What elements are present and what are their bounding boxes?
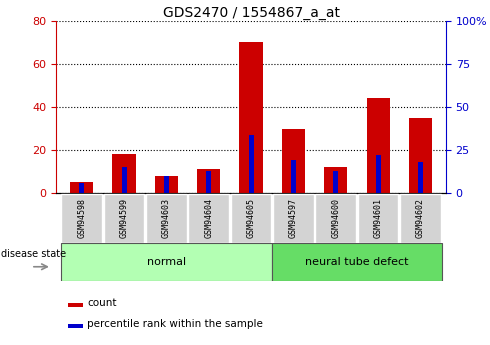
Bar [418,162,423,193]
Bar [68,303,83,307]
FancyBboxPatch shape [231,194,271,243]
Bar [324,167,347,193]
FancyBboxPatch shape [104,194,145,243]
FancyBboxPatch shape [189,194,229,243]
Bar [409,118,432,193]
Text: count: count [87,298,117,308]
FancyBboxPatch shape [273,194,314,243]
Bar [70,183,94,193]
Bar [206,171,211,193]
Text: GSM94603: GSM94603 [162,198,171,238]
FancyBboxPatch shape [400,194,441,243]
Text: normal: normal [147,257,186,267]
FancyBboxPatch shape [316,194,356,243]
Bar [155,176,178,193]
Text: disease state: disease state [1,249,66,259]
Bar [333,171,339,193]
Bar [112,155,136,193]
Bar [122,167,126,193]
FancyBboxPatch shape [146,194,187,243]
Text: GSM94598: GSM94598 [77,198,86,238]
FancyBboxPatch shape [358,194,398,243]
Bar [164,176,169,193]
Bar [367,98,390,193]
Title: GDS2470 / 1554867_a_at: GDS2470 / 1554867_a_at [163,6,340,20]
Bar [291,160,296,193]
Text: percentile rank within the sample: percentile rank within the sample [87,319,263,329]
Text: GSM94600: GSM94600 [331,198,341,238]
FancyBboxPatch shape [272,243,441,281]
FancyBboxPatch shape [61,194,102,243]
Text: neural tube defect: neural tube defect [305,257,409,267]
Bar [240,42,263,193]
Bar [79,183,84,193]
Text: GSM94599: GSM94599 [120,198,128,238]
Text: GSM94597: GSM94597 [289,198,298,238]
Bar [68,324,83,328]
Bar [282,128,305,193]
Text: GSM94605: GSM94605 [246,198,256,238]
FancyBboxPatch shape [61,243,272,281]
Text: GSM94604: GSM94604 [204,198,213,238]
Bar [248,135,254,193]
Bar [197,169,220,193]
Text: GSM94601: GSM94601 [374,198,383,238]
Bar [376,155,381,193]
Text: GSM94602: GSM94602 [416,198,425,238]
